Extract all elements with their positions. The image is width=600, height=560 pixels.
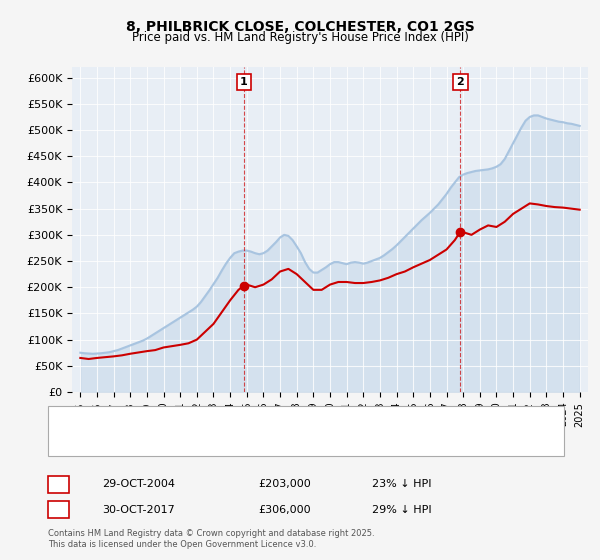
Text: 1: 1 [240, 77, 248, 87]
Text: 30-OCT-2017: 30-OCT-2017 [102, 505, 175, 515]
Text: 1: 1 [55, 479, 62, 489]
Text: £203,000: £203,000 [258, 479, 311, 489]
Text: 8, PHILBRICK CLOSE, COLCHESTER, CO1 2GS: 8, PHILBRICK CLOSE, COLCHESTER, CO1 2GS [125, 20, 475, 34]
Text: 29-OCT-2004: 29-OCT-2004 [102, 479, 175, 489]
Text: 29% ↓ HPI: 29% ↓ HPI [372, 505, 431, 515]
Text: 2: 2 [55, 505, 62, 515]
Text: 8, PHILBRICK CLOSE, COLCHESTER, CO1 2GS (detached house): 8, PHILBRICK CLOSE, COLCHESTER, CO1 2GS … [96, 415, 425, 425]
Text: HPI: Average price, detached house, Colchester: HPI: Average price, detached house, Colc… [96, 437, 345, 447]
Text: £306,000: £306,000 [258, 505, 311, 515]
Text: 2: 2 [457, 77, 464, 87]
Text: Contains HM Land Registry data © Crown copyright and database right 2025.
This d: Contains HM Land Registry data © Crown c… [48, 529, 374, 549]
Text: Price paid vs. HM Land Registry's House Price Index (HPI): Price paid vs. HM Land Registry's House … [131, 31, 469, 44]
Text: 23% ↓ HPI: 23% ↓ HPI [372, 479, 431, 489]
